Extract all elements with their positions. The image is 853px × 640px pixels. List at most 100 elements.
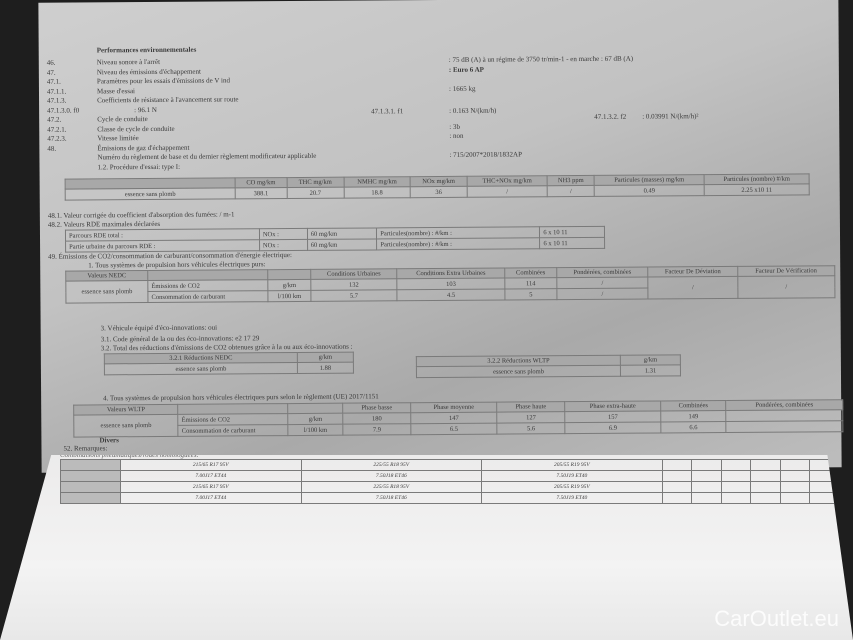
item-number: 47.2.1. xyxy=(47,125,67,134)
table-cell: essence sans plomb xyxy=(104,362,298,375)
table-cell: l/100 km xyxy=(288,424,343,436)
line-48-1: 48.1. Valeur corrigée du coefficient d'a… xyxy=(47,210,235,220)
item-number: 47.1. xyxy=(46,77,61,86)
table-cell: Particules(nombre) : #/km : xyxy=(376,237,540,250)
table-cell xyxy=(779,492,811,504)
table-cell: 1.88 xyxy=(297,362,354,374)
table-cell xyxy=(809,481,840,493)
table-cell: 147 xyxy=(410,412,497,424)
table-cell xyxy=(720,492,752,504)
table-cell: 4.5 xyxy=(396,289,506,301)
table-cell: 5 xyxy=(505,288,557,301)
item-value: : Euro 6 AP xyxy=(448,65,484,74)
table-cell: 6.5 xyxy=(411,423,497,435)
table-cell xyxy=(779,459,811,471)
table-cell: Consommation de carburant xyxy=(178,424,289,437)
table-cell: Facteur De Vérification xyxy=(737,265,835,277)
table-cell: essence sans plomb xyxy=(65,187,236,201)
item-label: Niveau des émissions d'échappement xyxy=(96,67,201,76)
table-cell: 5.7 xyxy=(310,289,397,302)
table-cell: NOx : xyxy=(259,239,308,251)
table-cell: 7.00J17 ET44 xyxy=(120,470,302,482)
line-52: 52. Remarques: xyxy=(63,444,108,453)
table-cell: 5.6 xyxy=(496,422,566,435)
table-cell: 6 x 10 11 xyxy=(539,226,605,238)
table-cell: THC mg/km xyxy=(286,177,344,188)
item-label: Masse d'essai xyxy=(96,86,136,95)
section-title: Performances environnementales xyxy=(96,45,197,55)
table-cell: 103 xyxy=(396,278,506,290)
item-number: 47. xyxy=(46,68,56,77)
table-cell: 1.31 xyxy=(620,364,681,377)
table-cell: 225/55 R18 95V xyxy=(300,459,483,471)
table-cell xyxy=(661,481,693,493)
table-cell xyxy=(725,409,843,422)
table-cell: 132 xyxy=(310,278,397,291)
type1-table: CO mg/km THC mg/km NMHC mg/km NOx mg/km THC+… xyxy=(65,173,810,201)
rde-table: Parcours RDE total : NOx :60 mg/km Particu… xyxy=(65,226,605,253)
item-number: 47.2.3. xyxy=(47,134,67,143)
table-cell: 6.6 xyxy=(660,421,727,433)
line-4: 4. Tous systèmes de propulsion hors véhi… xyxy=(103,392,379,403)
table-cell: 7.50J18 ET46 xyxy=(300,470,483,482)
table-cell: 215/65 R17 95V xyxy=(120,481,302,493)
item-number: 47.2. xyxy=(47,115,62,124)
table-cell: THC+NOx mg/km xyxy=(466,175,548,187)
table-cell xyxy=(691,459,722,471)
table-cell: 205/55 R19 95V xyxy=(481,481,663,493)
item-label: Coefficients de résistance à l'avancemen… xyxy=(97,95,239,105)
table-cell: 180 xyxy=(342,412,412,425)
table-cell xyxy=(60,470,121,482)
table-cell xyxy=(720,470,752,482)
table-cell xyxy=(267,269,311,280)
table-cell: / xyxy=(737,275,835,299)
table-cell: 149 xyxy=(660,410,727,422)
table-cell: l/100 km xyxy=(267,290,312,302)
table-cell: 114 xyxy=(505,277,557,290)
item-label: Niveau sonore à l'arrêt xyxy=(96,57,161,67)
item-number: 47.1.1. xyxy=(46,87,67,96)
table-cell: Phase moyenne xyxy=(410,402,497,413)
table-cell: / xyxy=(547,185,595,197)
item-value: : non xyxy=(449,131,464,140)
table-cell xyxy=(720,459,752,471)
divers-heading: Divers xyxy=(99,436,119,445)
table-cell: Partie urbaine du parcours RDE : xyxy=(65,239,260,253)
table-cell: 2.25 x10 11 xyxy=(704,183,810,196)
table-cell xyxy=(661,470,693,482)
f2-label: 47.1.3.2. f2 xyxy=(594,112,627,121)
table-cell: Phase extra-haute xyxy=(564,400,661,412)
table-cell: Phase haute xyxy=(496,401,566,413)
lower-page: Combinaisons pneumatiques/roues homologu… xyxy=(0,455,853,640)
table-cell: Émissions de CO2 xyxy=(147,279,268,292)
item-label: Classe de cycle de conduite xyxy=(97,124,175,133)
table-cell xyxy=(779,481,811,493)
table-cell: CO mg/km xyxy=(235,177,287,188)
table-cell xyxy=(809,492,840,504)
table-cell: 7.50J19 ET40 xyxy=(481,492,663,504)
table-cell xyxy=(750,459,781,471)
item-number: 47.1.3.0. f0 xyxy=(47,106,80,115)
tyre-heading: Combinaisons pneumatiques/roues homologu… xyxy=(60,451,199,459)
item-label: Émissions de gaz d'échappement xyxy=(97,143,190,152)
table-cell: g/km xyxy=(297,352,354,363)
table-cell: 7.9 xyxy=(342,423,412,436)
table-cell xyxy=(661,492,693,504)
table-cell xyxy=(691,470,722,482)
item-label: Cycle de conduite xyxy=(97,115,148,124)
f1-value: : 0.163 N/(km/h) xyxy=(449,106,497,115)
f2-value: : 0.03991 N/(km/h)² xyxy=(642,112,699,121)
table-cell: / xyxy=(466,185,548,198)
table-cell: Consommation de carburant xyxy=(147,290,269,303)
item-number: 47.1.3. xyxy=(47,96,67,105)
table-cell: Pondérées, combinées xyxy=(556,267,649,278)
wltp-table: Valeurs WLTP Phase basse Phase moyenne Phas… xyxy=(73,399,843,438)
table-cell: 60 mg/km xyxy=(307,227,377,240)
table-cell xyxy=(60,492,121,504)
eco-line-3: 3. Véhicule équipé d'éco-innovations: ou… xyxy=(100,323,218,333)
table-cell xyxy=(60,459,121,471)
table-cell: 127 xyxy=(496,411,566,424)
table-cell: 7.00J17 ET44 xyxy=(120,492,302,504)
item-number: 46. xyxy=(46,58,56,67)
table-cell xyxy=(750,492,781,504)
